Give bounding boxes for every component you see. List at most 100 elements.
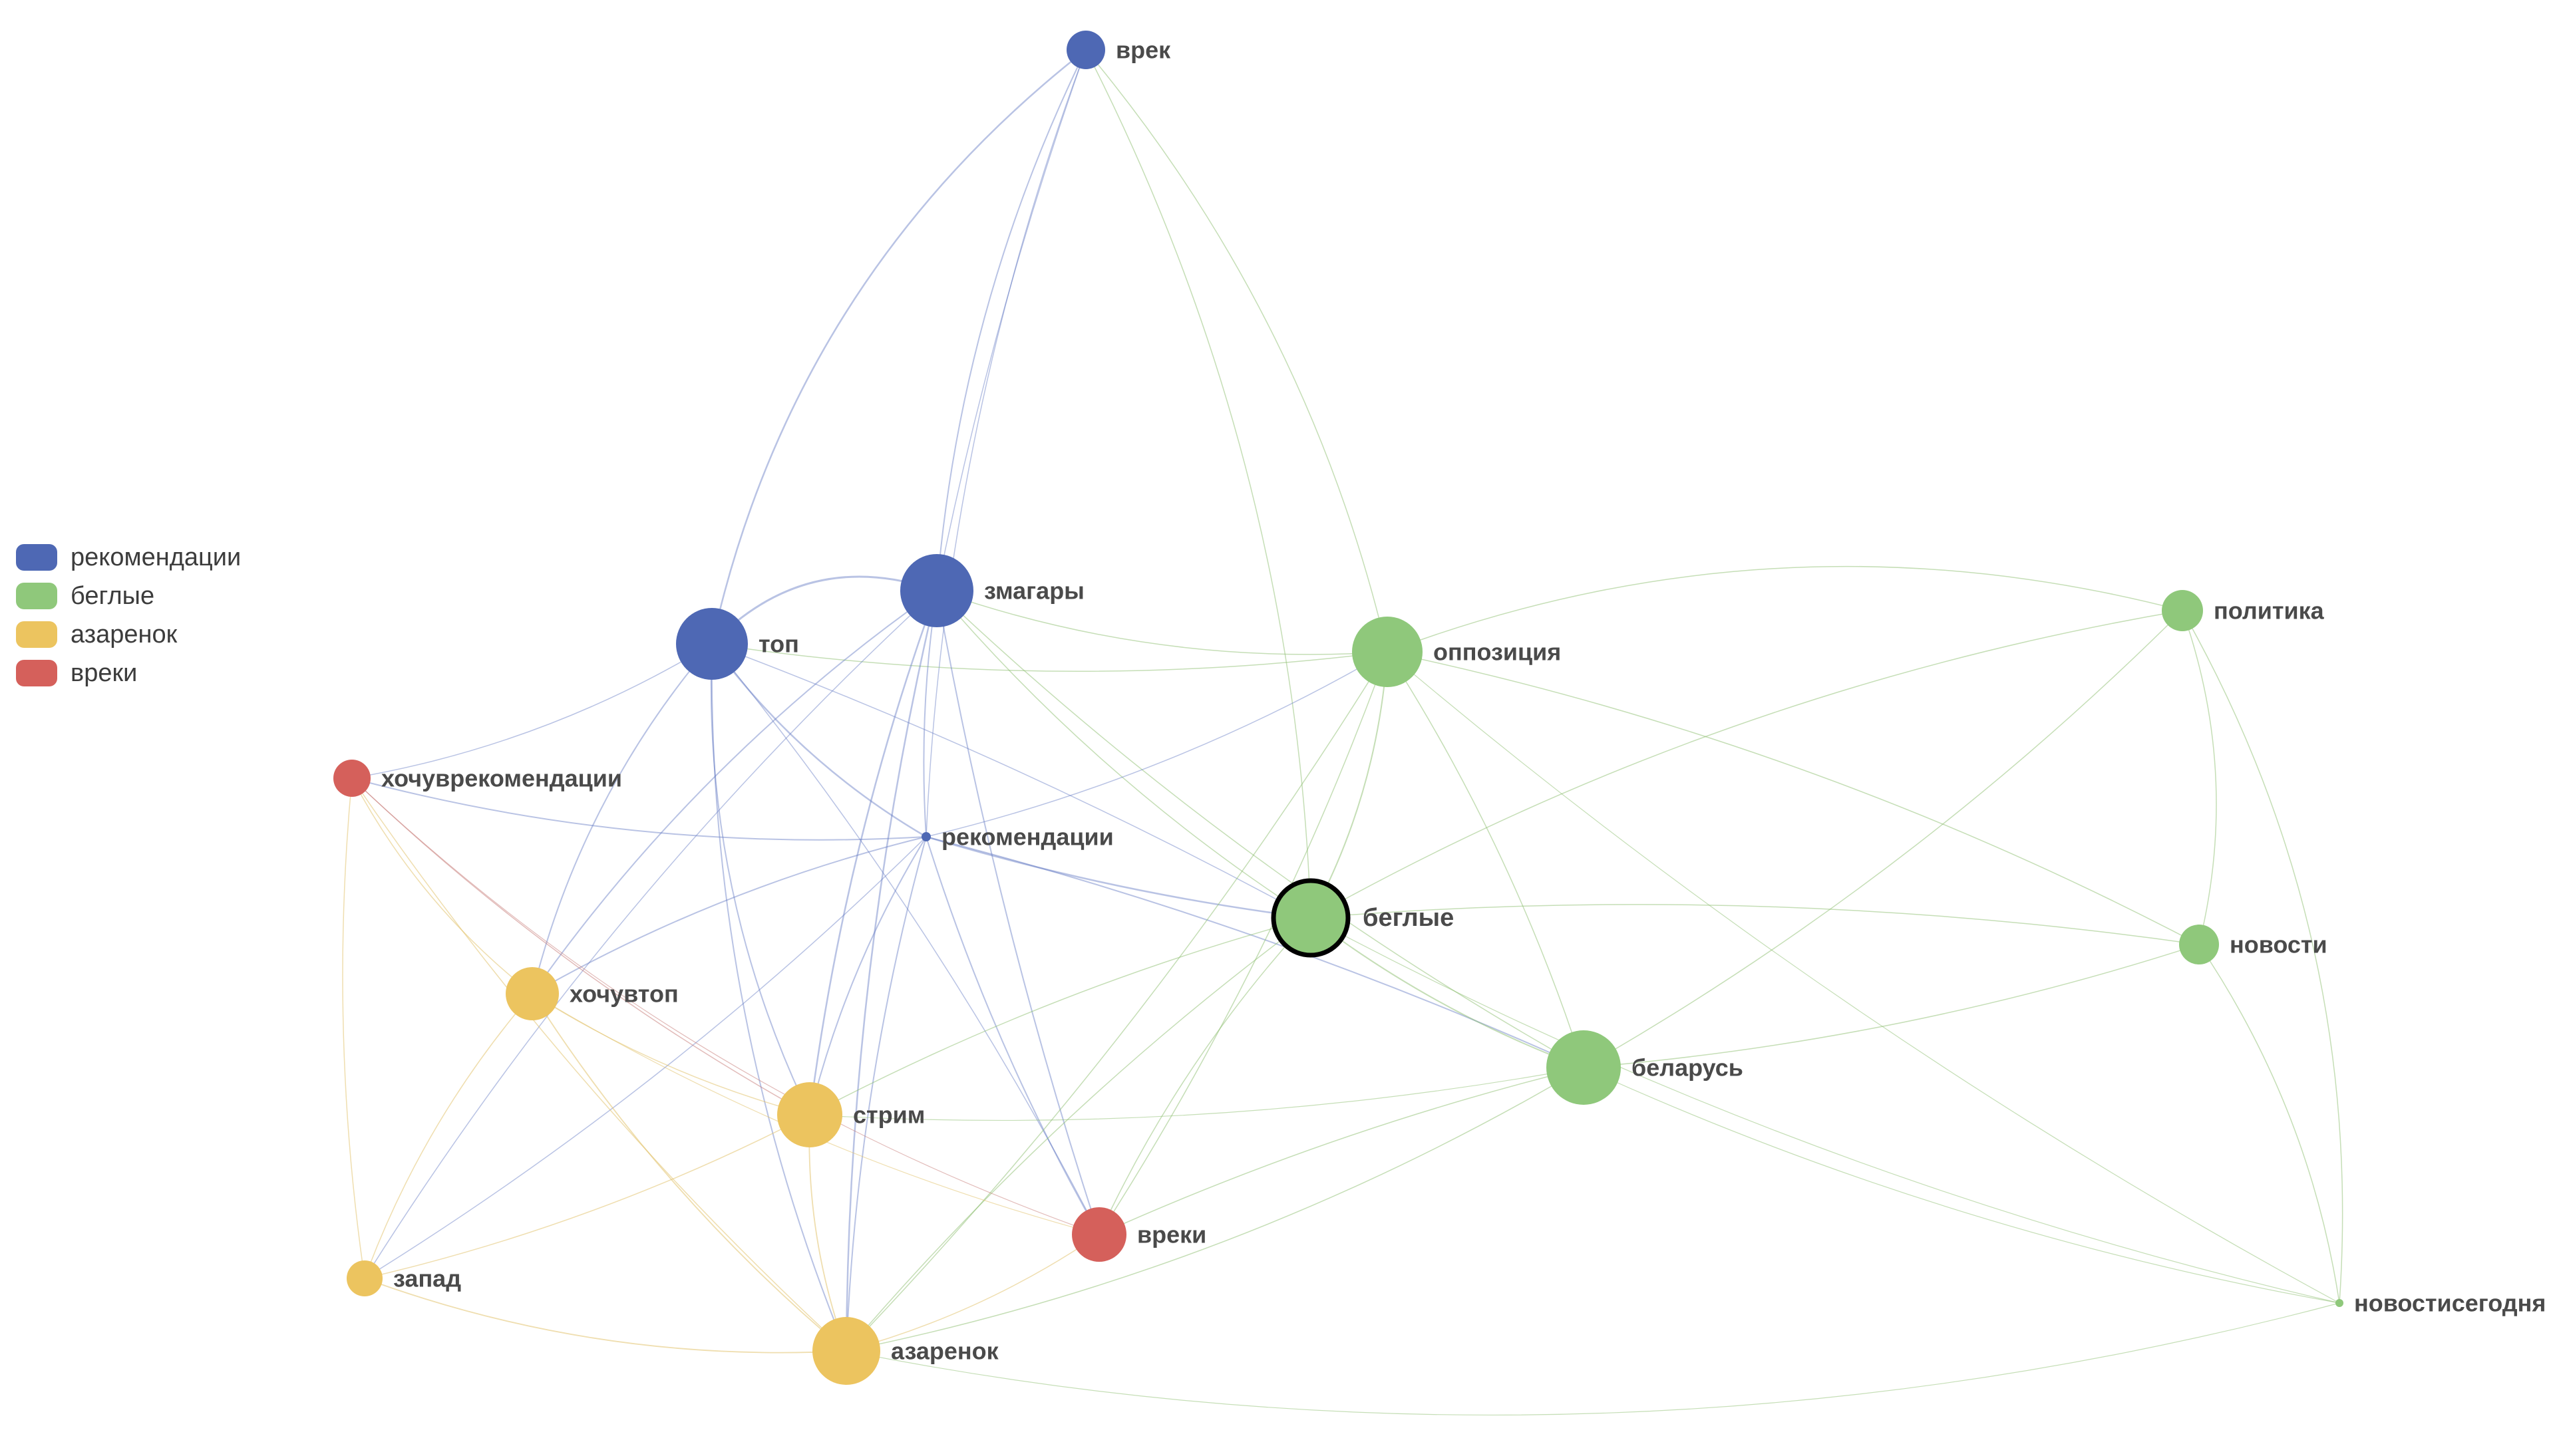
graph-node-strim[interactable] <box>777 1082 842 1147</box>
graph-edge-top-hochuvtop <box>532 643 713 994</box>
graph-node-label-top: топ <box>759 631 799 658</box>
graph-node-zmagary[interactable] <box>900 554 973 627</box>
graph-edge-rekomendacii-hochuvrekomendacii <box>351 778 927 841</box>
legend-item-blue: рекомендации <box>16 544 241 571</box>
graph-edge-vrek-rekomendacii <box>926 49 1087 837</box>
graph-edge-hochuvrekomendacii-azarenok <box>351 778 847 1352</box>
graph-edge-zmagary-vreki <box>936 590 1100 1235</box>
graph-edge-vrek-zmagary <box>936 49 1087 591</box>
graph-edge-zmagary-strim <box>808 589 938 1116</box>
graph-node-novostisegodnya[interactable] <box>2335 1299 2343 1307</box>
graph-edge-top-vreki <box>711 643 1100 1235</box>
graph-node-label-vrek: врек <box>1116 37 1171 64</box>
graph-edge-hochuvtop-strim <box>532 993 810 1115</box>
graph-node-label-hochuvtop: хочувтоп <box>570 980 679 1008</box>
graph-edge-rekomendacii-zapad <box>364 836 927 1279</box>
graph-node-label-rekomendacii: рекомендации <box>941 823 1114 851</box>
graph-edge-beglye-oppoziciya <box>1310 651 1388 919</box>
graph-node-label-politika: политика <box>2214 597 2325 625</box>
graph-node-politika[interactable] <box>2162 590 2203 631</box>
graph-edge-zmagary-belarus <box>936 590 1584 1068</box>
graph-edge-oppoziciya-novostisegodnya <box>1387 651 2340 1304</box>
graph-edge-azarenok-vreki <box>846 1234 1100 1352</box>
graph-edge-azarenok-novostisegodnya <box>846 1302 2340 1416</box>
graph-edge-belarus-politika <box>1583 610 2183 1068</box>
graph-edge-beglye-strim <box>809 917 1311 1115</box>
graph-node-label-belarus: беларусь <box>1631 1054 1743 1082</box>
graph-node-label-hochuvrekomendacii: хочуврекомендации <box>381 765 622 792</box>
legend-swatch-green <box>16 583 57 609</box>
graph-edge-top-beglye <box>711 643 1311 919</box>
graph-edge-rekomendacii-oppoziciya <box>926 651 1388 837</box>
graph-edge-belarus-vreki <box>1099 1067 1584 1235</box>
graph-edge-zmagary-zapad <box>364 590 937 1279</box>
graph-edge-zapad-azarenok <box>364 1278 847 1354</box>
graph-node-vreki[interactable] <box>1072 1207 1126 1262</box>
graph-edge-rekomendacii-hochuvtop <box>532 836 927 994</box>
graph-edge-oppoziciya-vreki <box>1099 651 1388 1235</box>
graph-node-label-azarenok: азаренок <box>891 1338 999 1365</box>
graph-edge-oppoziciya-novosti <box>1387 651 2200 945</box>
graph-edge-oppoziciya-azarenok <box>846 651 1388 1352</box>
graph-edge-strim-zapad <box>364 1114 810 1279</box>
graph-node-oppoziciya[interactable] <box>1352 617 1423 687</box>
legend-item-yellow: азаренок <box>16 621 241 648</box>
graph-edge-beglye-novostisegodnya <box>1310 917 2340 1304</box>
graph-edge-novosti-novostisegodnya <box>2198 944 2340 1304</box>
graph-edge-hochuvrekomendacii-zapad <box>342 778 365 1279</box>
graph-node-hochuvrekomendacii[interactable] <box>333 760 371 797</box>
graph-node-belarus[interactable] <box>1546 1030 1621 1105</box>
graph-edge-beglye-azarenok <box>846 917 1311 1352</box>
graph-node-vrek[interactable] <box>1067 31 1105 69</box>
graph-node-top[interactable] <box>676 608 748 680</box>
graph-edge-rekomendacii-belarus <box>926 836 1584 1068</box>
graph-node-label-beglye: беглые <box>1363 904 1454 932</box>
graph-edge-politika-novosti <box>2182 610 2217 945</box>
graph-edge-politika-novostisegodnya <box>2182 610 2343 1304</box>
graph-edge-hochuvrekomendacii-hochuvtop <box>351 778 533 994</box>
graph-edge-oppoziciya-politika <box>1387 565 2183 653</box>
graph-edge-oppoziciya-belarus <box>1387 651 1584 1068</box>
graph-edge-hochuvrekomendacii-vreki <box>351 778 1100 1235</box>
graph-edge-hochuvtop-azarenok <box>532 993 847 1352</box>
legend-swatch-red <box>16 660 57 686</box>
graph-edge-vrek-zmagary <box>936 49 1087 591</box>
graph-node-label-oppoziciya: оппозиция <box>1433 639 1561 666</box>
graph-edge-strim-azarenok <box>808 1114 847 1352</box>
graph-node-novosti[interactable] <box>2179 925 2219 964</box>
graph-node-azarenok[interactable] <box>812 1317 880 1385</box>
graph-edge-rekomendacii-azarenok <box>846 836 927 1352</box>
graph-node-label-vreki: вреки <box>1137 1221 1206 1248</box>
graph-node-rekomendacii[interactable] <box>922 832 931 841</box>
graph-edge-vrek-top <box>711 49 1087 645</box>
graph-edge-beglye-politika <box>1310 610 2183 919</box>
legend: рекомендации беглые азаренок вреки <box>16 544 241 686</box>
graph-edge-belarus-novostisegodnya <box>1583 1067 2340 1304</box>
graph-node-label-zapad: запад <box>393 1265 461 1292</box>
graph-edge-belarus-strim <box>809 1067 1584 1121</box>
graph-edge-top-rekomendacii <box>711 643 928 838</box>
graph-edge-belarus-novosti <box>1583 944 2200 1068</box>
graph-edge-rekomendacii-strim <box>809 836 927 1115</box>
graph-node-hochuvtop[interactable] <box>506 967 559 1020</box>
graph-node-label-strim: стрим <box>853 1101 925 1129</box>
legend-swatch-yellow <box>16 621 57 648</box>
graph-edge-rekomendacii-beglye <box>925 835 1312 919</box>
graph-node-label-zmagary: змагары <box>984 577 1085 605</box>
graph-edge-top-azarenok <box>711 643 847 1352</box>
graph-edge-hochuvrekomendacii-top <box>351 643 713 779</box>
graph-edge-zmagary-hochuvtop <box>532 590 937 994</box>
graph-edge-zmagary-oppoziciya <box>936 590 1388 655</box>
graph-node-zapad[interactable] <box>347 1260 383 1296</box>
graph-edge-zmagary-azarenok <box>845 589 938 1352</box>
graph-node-beglye[interactable] <box>1271 878 1351 958</box>
legend-label: беглые <box>71 582 155 610</box>
legend-item-green: беглые <box>16 583 241 609</box>
graph-edge-top-oppoziciya <box>711 643 1388 672</box>
graph-edge-beglye-novosti <box>1310 904 2200 945</box>
graph-edge-belarus-azarenok <box>846 1067 1584 1352</box>
legend-label: рекомендации <box>71 543 242 571</box>
graph-node-label-novosti: новости <box>2230 931 2327 958</box>
